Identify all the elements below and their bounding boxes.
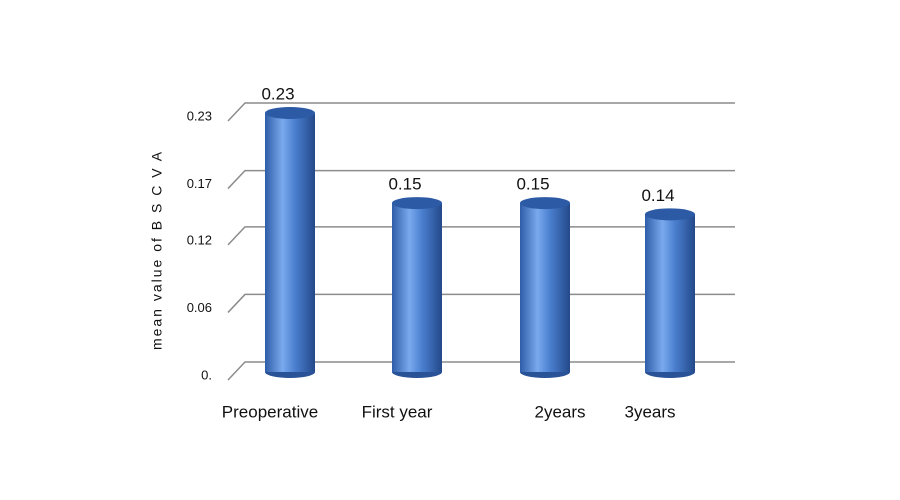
y-tick-label: 0.: [201, 367, 212, 382]
grid-line: [227, 361, 735, 381]
value-label: 0.23: [261, 84, 294, 103]
bar-top: [265, 107, 315, 119]
grid-line: [227, 293, 735, 313]
y-axis-label: mean value of B S C V A: [149, 150, 165, 350]
y-tick-label: 0.23: [187, 108, 212, 123]
x-tick-label: First year: [362, 402, 433, 421]
bar: [392, 203, 442, 372]
x-tick-label: 2years: [534, 402, 585, 421]
grid-line: [227, 102, 735, 122]
grid-line: [227, 226, 735, 246]
x-tick-label: Preoperative: [222, 402, 318, 421]
value-label: 0.15: [388, 175, 421, 194]
bar-top: [645, 208, 695, 221]
x-tick-label: 3years: [624, 402, 675, 421]
bar: [265, 113, 315, 372]
y-tick-label: 0.12: [187, 232, 212, 247]
bar-top: [520, 197, 570, 210]
y-tick-label: 0.17: [187, 176, 212, 191]
y-tick-label: 0.06: [187, 300, 212, 315]
bar: [520, 203, 570, 372]
bar-top: [392, 197, 442, 210]
value-label: 0.15: [516, 175, 549, 194]
value-label: 0.14: [641, 186, 674, 205]
grid-line: [227, 169, 735, 190]
bar: [645, 214, 695, 372]
